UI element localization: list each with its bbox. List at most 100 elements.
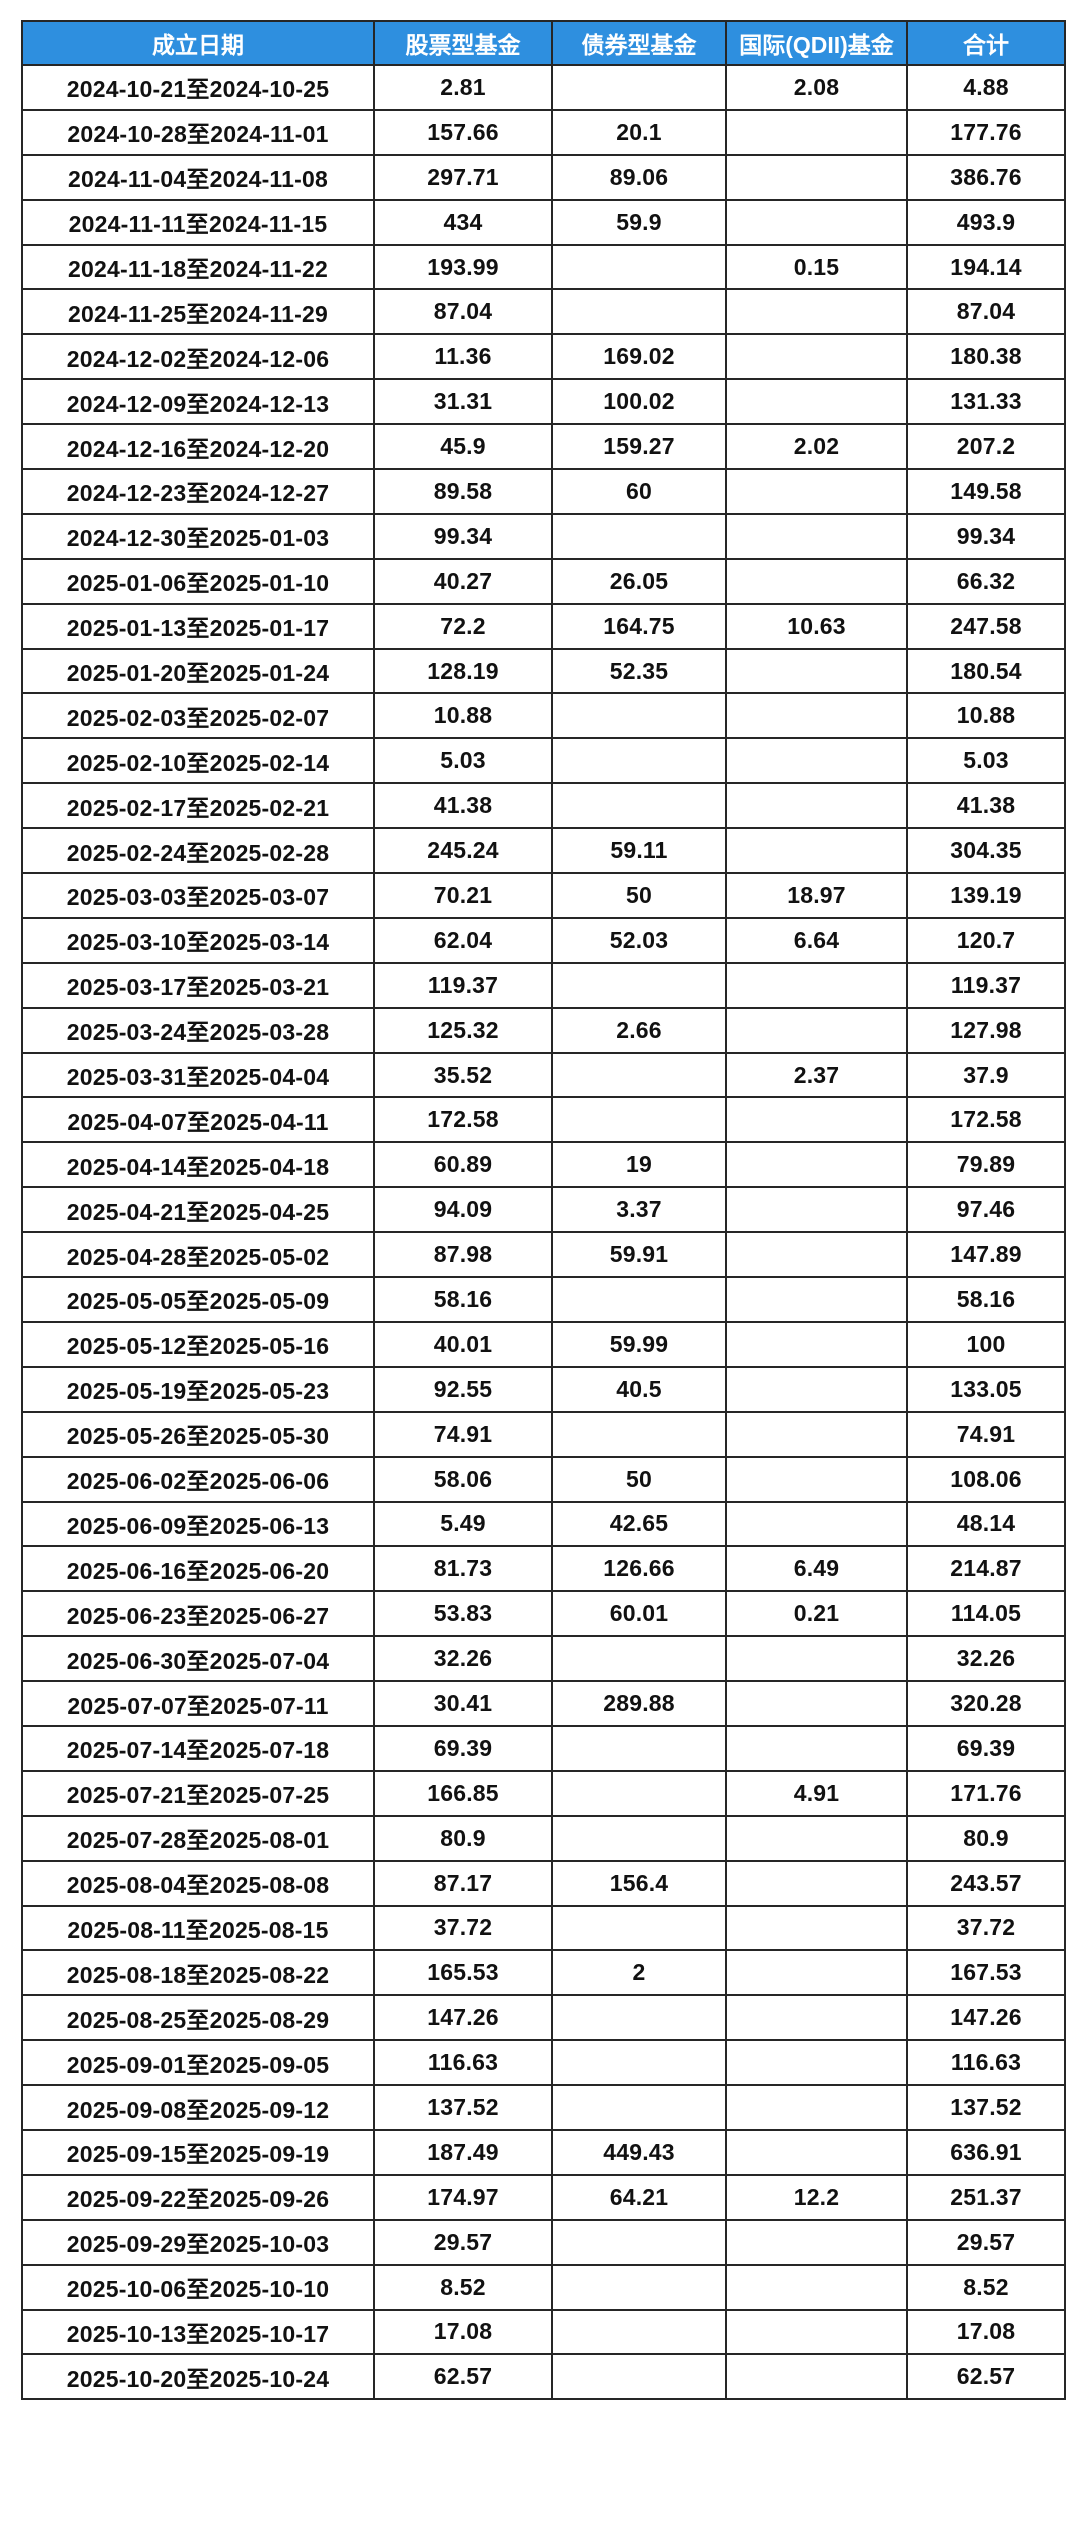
bond-fund-value-cell: 100.02 <box>551 378 727 426</box>
total-value-cell: 636.91 <box>906 2128 1066 2176</box>
bond-fund-value-cell: 52.03 <box>551 916 727 964</box>
table-row: 2025-02-10至2025-02-14 5.03 5.03 <box>21 737 1066 785</box>
bond-fund-value-cell <box>551 2084 727 2131</box>
qdii-fund-value-cell <box>725 378 908 426</box>
total-value-cell: 41.38 <box>906 782 1066 830</box>
equity-fund-value-cell: 5.03 <box>373 737 553 785</box>
date-cell: 2025-03-31至2025-04-04 <box>21 1051 375 1099</box>
qdii-fund-value-cell <box>725 153 908 201</box>
date-cell: 2025-10-06至2025-10-10 <box>21 2263 375 2311</box>
table-row: 2024-12-23至2024-12-27 89.58 60 149.58 <box>21 468 1066 515</box>
qdii-fund-value-cell: 0.15 <box>725 243 908 291</box>
equity-fund-value-cell: 157.66 <box>373 108 553 156</box>
table-row: 2024-11-04至2024-11-08 297.71 89.06 386.76 <box>21 153 1066 201</box>
qdii-fund-value-cell <box>725 2263 908 2311</box>
bond-fund-value-cell <box>551 782 727 830</box>
qdii-fund-value-cell <box>725 108 908 156</box>
table-row: 2025-10-13至2025-10-17 17.08 17.08 <box>21 2308 1066 2356</box>
total-value-cell: 69.39 <box>906 1724 1066 1772</box>
table-row: 2025-01-20至2025-01-24 128.19 52.35 180.54 <box>21 647 1066 695</box>
table-row: 2025-08-18至2025-08-22 165.53 2 167.53 <box>21 1949 1066 1997</box>
date-cell: 2025-01-13至2025-01-17 <box>21 602 375 650</box>
table-row: 2025-06-02至2025-06-06 58.06 50 108.06 <box>21 1455 1066 1503</box>
bond-fund-value-cell <box>551 1051 727 1099</box>
column-header-date: 成立日期 <box>21 20 375 66</box>
qdii-fund-value-cell <box>725 2128 908 2176</box>
equity-fund-value-cell: 72.2 <box>373 602 553 650</box>
bond-fund-value-cell: 3.37 <box>551 1186 727 1234</box>
column-header-total: 合计 <box>906 20 1066 66</box>
total-value-cell: 120.7 <box>906 916 1066 964</box>
bond-fund-value-cell <box>551 1814 727 1862</box>
bond-fund-value-cell: 2.66 <box>551 1006 727 1054</box>
bond-fund-value-cell <box>551 1994 727 2042</box>
date-cell: 2025-10-20至2025-10-24 <box>21 2353 375 2401</box>
qdii-fund-value-cell <box>725 782 908 830</box>
date-cell: 2025-07-21至2025-07-25 <box>21 1769 375 1817</box>
total-value-cell: 131.33 <box>906 378 1066 426</box>
date-cell: 2025-08-04至2025-08-08 <box>21 1859 375 1907</box>
table-row: 2025-07-07至2025-07-11 30.41 289.88 320.28 <box>21 1680 1066 1727</box>
date-cell: 2025-03-24至2025-03-28 <box>21 1006 375 1054</box>
bond-fund-value-cell: 59.11 <box>551 827 727 875</box>
date-cell: 2025-06-02至2025-06-06 <box>21 1455 375 1503</box>
table-row: 2025-07-14至2025-07-18 69.39 69.39 <box>21 1724 1066 1772</box>
table-row: 2025-03-10至2025-03-14 62.04 52.03 6.64 120.7 <box>21 916 1066 964</box>
date-cell: 2025-01-20至2025-01-24 <box>21 647 375 695</box>
table-row: 2025-09-01至2025-09-05 116.63 116.63 <box>21 2039 1066 2087</box>
table-row: 2025-03-31至2025-04-04 35.52 2.37 37.9 <box>21 1051 1066 1099</box>
total-value-cell: 137.52 <box>906 2084 1066 2131</box>
total-value-cell: 180.38 <box>906 333 1066 381</box>
total-value-cell: 62.57 <box>906 2353 1066 2401</box>
date-cell: 2025-08-25至2025-08-29 <box>21 1994 375 2042</box>
equity-fund-value-cell: 119.37 <box>373 961 553 1009</box>
qdii-fund-value-cell: 6.64 <box>725 916 908 964</box>
total-value-cell: 4.88 <box>906 64 1066 111</box>
date-cell: 2025-05-12至2025-05-16 <box>21 1320 375 1368</box>
equity-fund-value-cell: 40.01 <box>373 1320 553 1368</box>
total-value-cell: 493.9 <box>906 198 1066 246</box>
qdii-fund-value-cell <box>725 1994 908 2042</box>
date-cell: 2025-10-13至2025-10-17 <box>21 2308 375 2356</box>
total-value-cell: 66.32 <box>906 557 1066 605</box>
table-row: 2025-05-12至2025-05-16 40.01 59.99 100 <box>21 1320 1066 1368</box>
equity-fund-value-cell: 99.34 <box>373 512 553 560</box>
qdii-fund-value-cell <box>725 1904 908 1952</box>
total-value-cell: 99.34 <box>906 512 1066 560</box>
bond-fund-value-cell: 59.99 <box>551 1320 727 1368</box>
bond-fund-value-cell: 52.35 <box>551 647 727 695</box>
table-row: 2025-04-14至2025-04-18 60.89 19 79.89 <box>21 1141 1066 1189</box>
equity-fund-value-cell: 40.27 <box>373 557 553 605</box>
total-value-cell: 74.91 <box>906 1410 1066 1458</box>
equity-fund-value-cell: 165.53 <box>373 1949 553 1997</box>
bond-fund-value-cell: 50 <box>551 1455 727 1503</box>
equity-fund-value-cell: 245.24 <box>373 827 553 875</box>
qdii-fund-value-cell <box>725 1096 908 1144</box>
equity-fund-value-cell: 166.85 <box>373 1769 553 1817</box>
bond-fund-value-cell: 26.05 <box>551 557 727 605</box>
total-value-cell: 386.76 <box>906 153 1066 201</box>
total-value-cell: 58.16 <box>906 1276 1066 1323</box>
equity-fund-value-cell: 53.83 <box>373 1590 553 1638</box>
qdii-fund-value-cell: 10.63 <box>725 602 908 650</box>
table-row: 2025-05-26至2025-05-30 74.91 74.91 <box>21 1410 1066 1458</box>
qdii-fund-value-cell <box>725 2308 908 2356</box>
table-row: 2025-09-15至2025-09-19 187.49 449.43 636.91 <box>21 2128 1066 2176</box>
date-cell: 2025-04-14至2025-04-18 <box>21 1141 375 1189</box>
date-cell: 2025-02-03至2025-02-07 <box>21 692 375 740</box>
qdii-fund-value-cell: 2.37 <box>725 1051 908 1099</box>
qdii-fund-value-cell <box>725 1455 908 1503</box>
table-row: 2025-09-22至2025-09-26 174.97 64.21 12.2 251.… <box>21 2173 1066 2221</box>
qdii-fund-value-cell <box>725 1680 908 1727</box>
qdii-fund-value-cell: 6.49 <box>725 1545 908 1593</box>
total-value-cell: 194.14 <box>906 243 1066 291</box>
bond-fund-value-cell: 156.4 <box>551 1859 727 1907</box>
bond-fund-value-cell <box>551 2263 727 2311</box>
total-value-cell: 214.87 <box>906 1545 1066 1593</box>
qdii-fund-value-cell <box>725 1724 908 1772</box>
equity-fund-value-cell: 37.72 <box>373 1904 553 1952</box>
total-value-cell: 116.63 <box>906 2039 1066 2087</box>
total-value-cell: 37.72 <box>906 1904 1066 1952</box>
table-body: 2024-10-21至2024-10-25 2.81 2.08 4.88 2024-10… <box>21 64 1066 2401</box>
bond-fund-value-cell <box>551 1410 727 1458</box>
